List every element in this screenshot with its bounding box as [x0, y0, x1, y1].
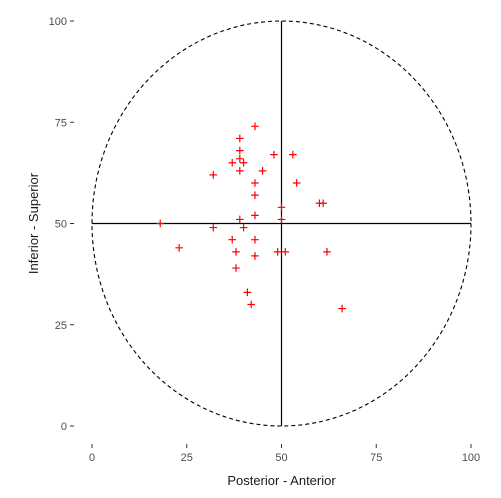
axis-ticks: 0 25 50 75 100 0 25 50 75 100 [49, 16, 481, 464]
x-tick-label: 75 [370, 452, 382, 464]
data-point [239, 223, 248, 232]
plot-area [91, 20, 472, 427]
data-point [228, 235, 237, 244]
data-point [228, 158, 237, 167]
data-point [236, 134, 244, 143]
data-point [236, 154, 244, 163]
data-point [232, 264, 240, 272]
data-point [319, 199, 327, 208]
data-point [251, 211, 259, 220]
data-point [273, 248, 282, 256]
data-point [236, 167, 244, 175]
x-tick-label: 50 [275, 452, 287, 464]
y-axis-title: Inferior - Superior [26, 172, 41, 274]
data-point [277, 215, 286, 224]
data-point [323, 248, 331, 256]
data-point [209, 171, 218, 179]
data-point [236, 146, 244, 155]
y-tick-label: 100 [49, 16, 67, 28]
y-tick-label: 25 [55, 320, 67, 332]
data-point [236, 215, 244, 224]
x-tick-label: 100 [462, 452, 480, 464]
data-point [277, 203, 286, 212]
y-tick-label: 75 [55, 117, 67, 129]
data-point [251, 252, 259, 260]
data-point [243, 288, 252, 297]
data-point [338, 304, 346, 313]
data-point [209, 223, 218, 232]
y-tick-label: 50 [55, 219, 67, 231]
data-point [156, 219, 165, 228]
x-tick-label: 0 [89, 452, 95, 464]
x-axis-title: Posterior - Anterior [227, 473, 336, 488]
data-point [232, 248, 240, 256]
data-point [258, 167, 267, 175]
data-point [239, 158, 248, 167]
y-tick-label: 0 [61, 421, 67, 433]
data-point [289, 150, 297, 159]
data-point [251, 179, 259, 187]
data-points [156, 122, 346, 313]
data-point [281, 248, 290, 256]
data-point [247, 300, 255, 309]
data-point [251, 235, 259, 244]
data-point [251, 122, 259, 131]
data-point [175, 244, 183, 252]
data-point [251, 191, 259, 199]
x-tick-label: 25 [181, 452, 193, 464]
data-point [292, 179, 301, 187]
data-point [270, 150, 278, 159]
